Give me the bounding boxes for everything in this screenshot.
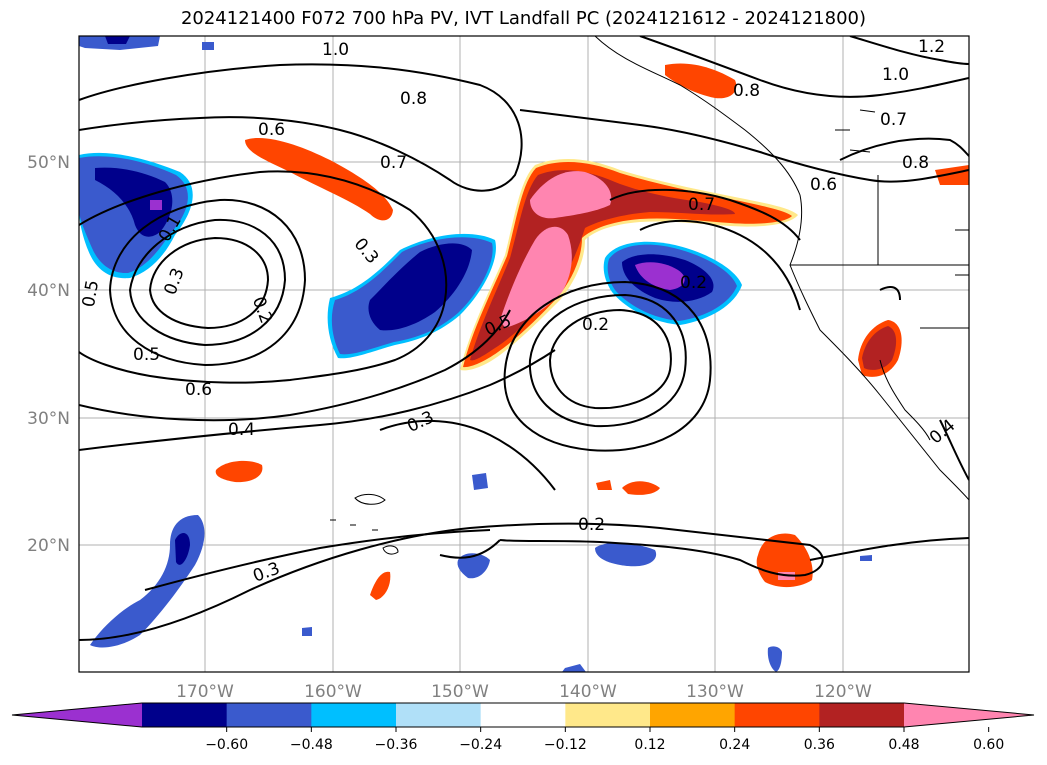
- positive-anomaly-region: [470, 170, 735, 361]
- lat-tick-label: 40°N: [27, 281, 70, 301]
- negative-anomaly-region: [457, 553, 490, 579]
- negative-anomaly-region: [368, 243, 472, 331]
- colorbar-label: −0.24: [459, 737, 502, 753]
- positive-anomaly-region: [756, 533, 813, 588]
- lat-tick-label: 30°N: [27, 409, 70, 429]
- colorbar-segment: [565, 703, 651, 727]
- contour-label: 0.8: [733, 81, 760, 101]
- negative-anomaly-region: [175, 533, 190, 565]
- colorbar-segment: [819, 703, 905, 727]
- positive-anomaly-region: [622, 481, 660, 495]
- colorbar: −0.60 −0.48 −0.36 −0.24 −0.12 0.12 0.24 0.36 0.4…: [11, 702, 1035, 753]
- positive-anomaly-region: [370, 571, 391, 600]
- latitude-tick-labels: 20°N 30°N 40°N 50°N: [27, 153, 70, 556]
- contour-label: 0.7: [380, 153, 407, 173]
- contour-label: 0.7: [688, 195, 715, 215]
- positive-anomaly-region: [245, 137, 393, 221]
- colorbar-label: −0.36: [375, 737, 418, 753]
- map-title: 2024121400 F072 700 hPa PV, IVT Landfall…: [180, 8, 867, 29]
- contour-label: 0.5: [79, 279, 103, 309]
- longitude-tick-labels: 170°W 160°W 150°W 140°W 130°W 120°W: [176, 682, 872, 702]
- negative-anomaly-region: [635, 262, 685, 290]
- colorbar-label: 0.60: [973, 737, 1004, 753]
- lon-tick-label: 150°W: [431, 682, 489, 702]
- positive-anomaly-region: [215, 460, 263, 483]
- contour-label: 0.5: [133, 345, 160, 365]
- lon-tick-label: 170°W: [176, 682, 234, 702]
- colorbar-segment: [650, 703, 736, 727]
- colorbar-extend-max: [904, 703, 1034, 727]
- negative-anomaly-region: [595, 542, 657, 567]
- contour-label: 1.0: [882, 65, 909, 85]
- negative-anomaly-region: [105, 36, 130, 44]
- contour-label: 0.6: [810, 175, 837, 195]
- colorbar-segment: [311, 703, 397, 727]
- positive-anomaly-region: [500, 226, 572, 328]
- coastlines: [330, 36, 969, 555]
- negative-anomaly-region: [562, 664, 586, 672]
- colorbar-label: 0.36: [804, 737, 835, 753]
- negative-anomaly-region: [150, 200, 162, 210]
- lon-tick-label: 120°W: [814, 682, 872, 702]
- positive-anomaly-region: [530, 171, 612, 219]
- positive-anomaly-region: [665, 63, 737, 99]
- contour-label: 0.2: [582, 315, 609, 335]
- contour-label: 0.2: [680, 273, 707, 293]
- negative-anomaly-region: [767, 646, 782, 672]
- colorbar-segment: [734, 703, 820, 727]
- negative-anomaly-region: [202, 42, 214, 50]
- colorbar-label: 0.12: [634, 737, 665, 753]
- colorbar-label: 0.48: [888, 737, 919, 753]
- lon-tick-label: 140°W: [559, 682, 617, 702]
- negative-anomaly-region: [860, 555, 872, 561]
- negative-anomaly-region: [302, 627, 312, 636]
- lat-tick-label: 50°N: [27, 153, 70, 173]
- positive-anomaly-region: [935, 165, 969, 185]
- lat-tick-label: 20°N: [27, 536, 70, 556]
- map-frame: [78, 35, 970, 673]
- colorbar-label: −0.60: [205, 737, 248, 753]
- contour-label: 0.8: [400, 89, 427, 109]
- colorbar-segment: [142, 703, 228, 727]
- contour-label: 0.4: [228, 420, 255, 440]
- ivt-anomaly-fills: [79, 36, 969, 672]
- colorbar-label: −0.12: [544, 737, 587, 753]
- colorbar-segment: [226, 703, 312, 727]
- colorbar-label: 0.24: [719, 737, 750, 753]
- contour-label: 0.6: [185, 380, 212, 400]
- contour-label: 0.8: [902, 153, 929, 173]
- lon-tick-label: 130°W: [686, 682, 744, 702]
- contour-label: 0.2: [578, 515, 605, 535]
- colorbar-segment: [480, 703, 566, 727]
- colorbar-extend-min: [12, 703, 142, 727]
- map-area: 1.0 1.2 1.0 0.8 0.8 0.7 0.6 0.8 0.7 0.7 …: [79, 36, 969, 672]
- pv-contours: [79, 36, 969, 641]
- colorbar-label: −0.48: [290, 737, 333, 753]
- negative-anomaly-region: [95, 167, 173, 237]
- positive-anomaly-region: [862, 326, 897, 370]
- contour-label: 0.7: [880, 110, 907, 130]
- contour-label: 0.6: [258, 120, 285, 140]
- colorbar-segment: [396, 703, 482, 727]
- lon-tick-label: 160°W: [304, 682, 362, 702]
- contour-label: 1.0: [322, 40, 349, 60]
- positive-anomaly-region: [596, 480, 612, 490]
- contour-label: 1.2: [918, 37, 945, 57]
- colorbar-outline: [11, 702, 1035, 728]
- negative-anomaly-region: [472, 473, 488, 490]
